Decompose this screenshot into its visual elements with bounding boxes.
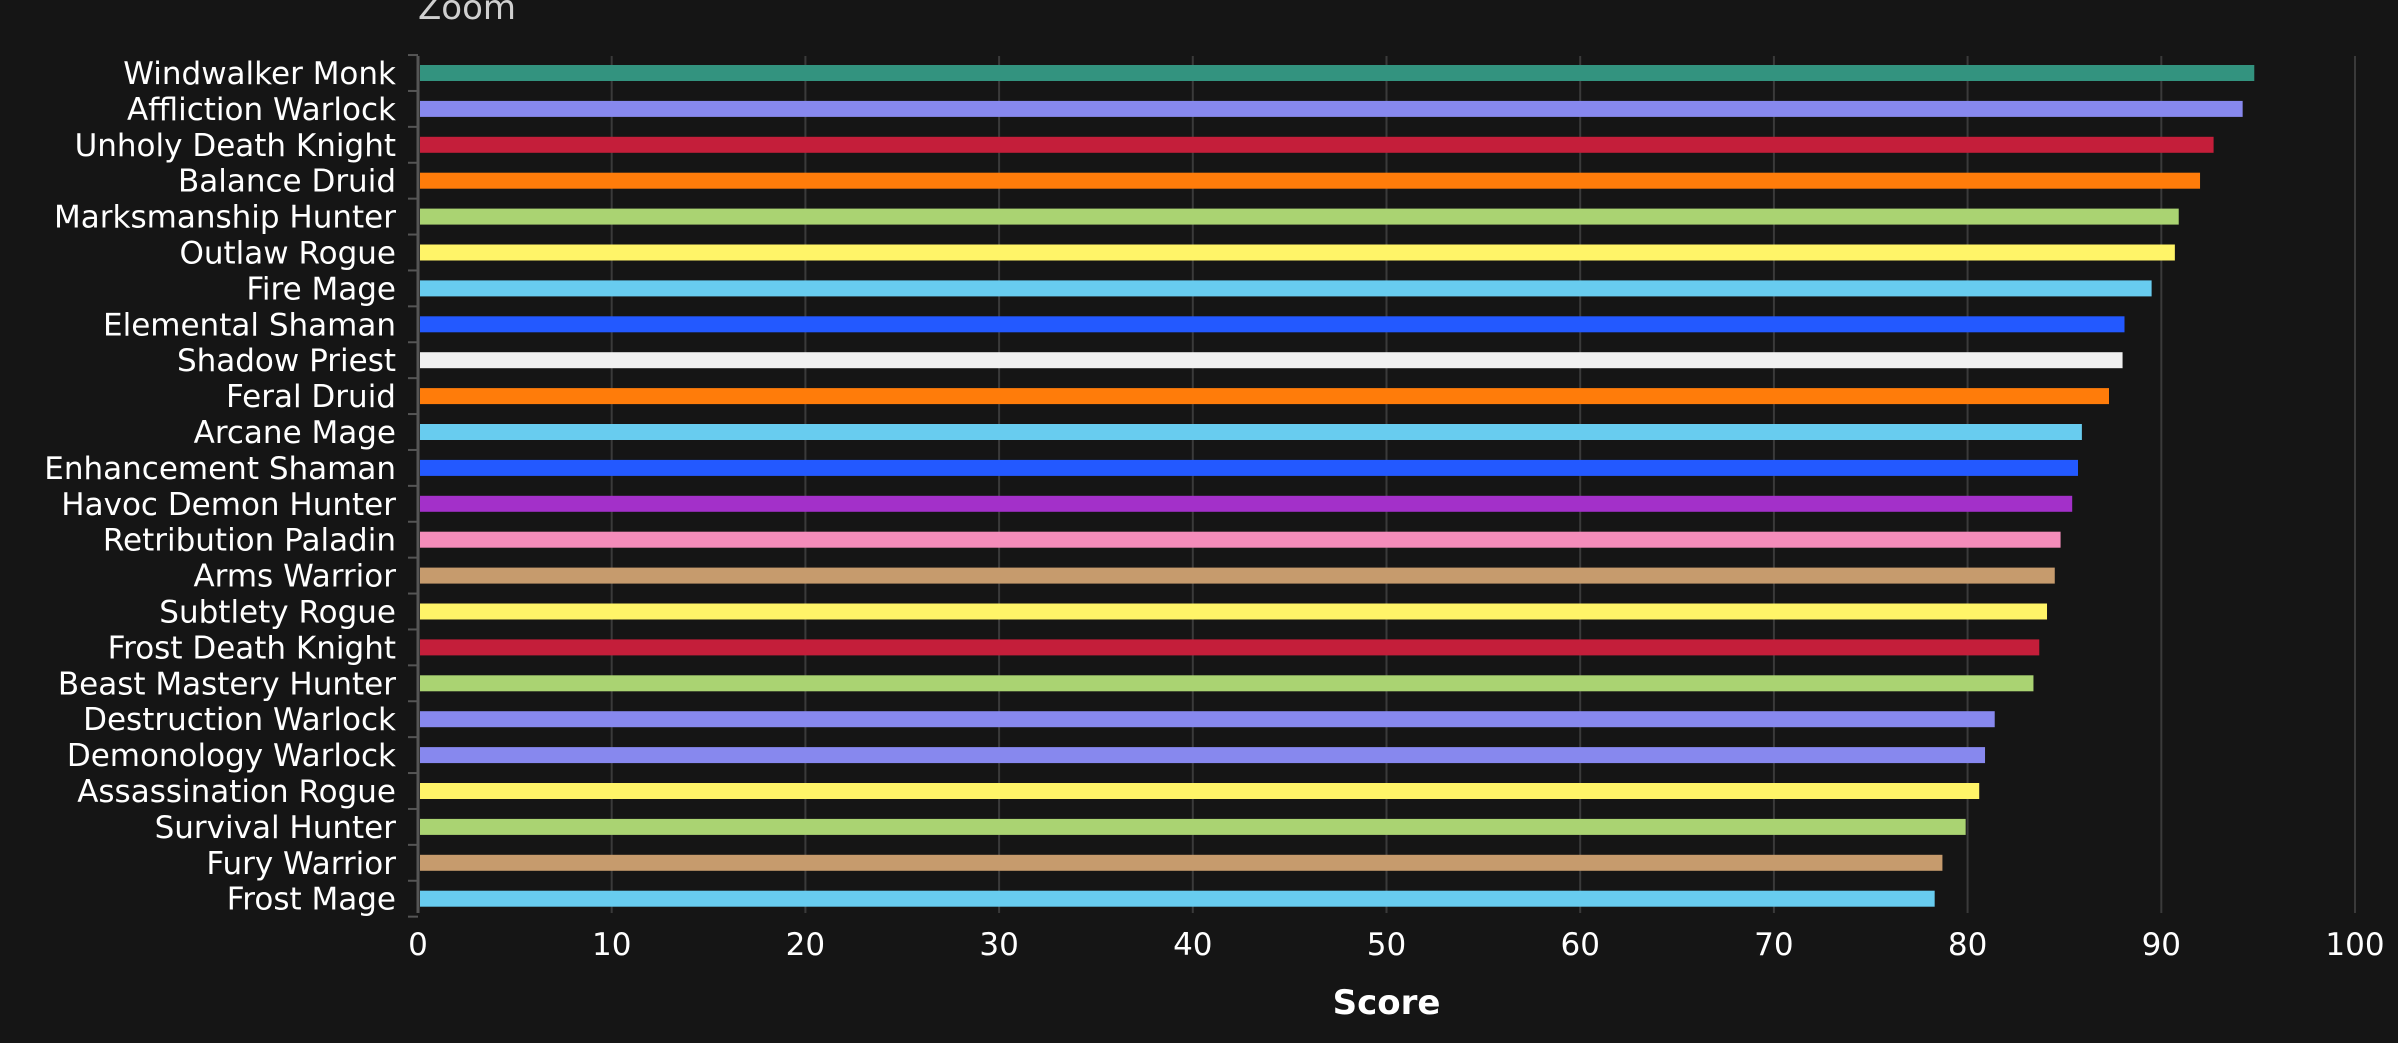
category-label: Elemental Shaman xyxy=(103,307,396,343)
x-tick-label: 50 xyxy=(1367,927,1406,963)
bar[interactable] xyxy=(420,639,2040,656)
bar[interactable] xyxy=(420,208,2179,225)
x-tick-label: 40 xyxy=(1173,927,1212,963)
bar[interactable] xyxy=(420,244,2175,261)
bar[interactable] xyxy=(420,316,2125,333)
category-label: Arcane Mage xyxy=(194,415,396,451)
category-label: Havoc Demon Hunter xyxy=(61,487,396,523)
bar[interactable] xyxy=(420,136,2214,153)
x-tick-label: 0 xyxy=(408,927,428,963)
bar[interactable] xyxy=(420,675,2034,692)
bar[interactable] xyxy=(420,459,2079,476)
x-tick-label: 70 xyxy=(1754,927,1793,963)
bar[interactable] xyxy=(420,854,1943,871)
category-label: Arms Warrior xyxy=(193,559,396,595)
bar[interactable] xyxy=(420,567,2055,584)
x-tick-label: 80 xyxy=(1948,927,1987,963)
x-axis-title: Score xyxy=(1333,983,1441,1023)
x-tick-label: 90 xyxy=(2142,927,2181,963)
category-label: Affliction Warlock xyxy=(127,92,396,128)
category-label: Frost Mage xyxy=(227,882,396,918)
category-label: Feral Druid xyxy=(226,379,396,415)
bar[interactable] xyxy=(420,495,2073,512)
bar[interactable] xyxy=(420,352,2123,369)
category-label: Frost Death Knight xyxy=(108,630,396,666)
category-label: Marksmanship Hunter xyxy=(54,200,396,236)
zoom-button[interactable]: Zoom xyxy=(418,0,517,28)
bar[interactable] xyxy=(420,603,2048,620)
category-label: Survival Hunter xyxy=(155,810,397,846)
x-tick-label: 60 xyxy=(1560,927,1599,963)
x-tick-label: 30 xyxy=(979,927,1018,963)
bar[interactable] xyxy=(420,711,1995,728)
category-label: Shadow Priest xyxy=(177,343,396,379)
bar[interactable] xyxy=(420,531,2061,548)
axes xyxy=(408,54,420,918)
bar[interactable] xyxy=(420,172,2201,189)
bars xyxy=(420,65,2255,907)
bar[interactable] xyxy=(420,818,1966,835)
category-label: Demonology Warlock xyxy=(67,738,396,774)
x-tick-label: 20 xyxy=(786,927,825,963)
category-label: Assassination Rogue xyxy=(77,774,396,810)
bar[interactable] xyxy=(420,783,1980,799)
x-tick-label: 100 xyxy=(2325,927,2384,963)
bar[interactable] xyxy=(420,100,2243,117)
category-label: Outlaw Rogue xyxy=(179,236,396,272)
category-label: Destruction Warlock xyxy=(83,702,396,738)
category-label: Fury Warrior xyxy=(206,846,396,882)
category-label: Retribution Paladin xyxy=(103,523,396,559)
x-tick-label: 10 xyxy=(592,927,631,963)
bar[interactable] xyxy=(420,424,2082,440)
bar[interactable] xyxy=(420,890,1935,907)
category-label: Fire Mage xyxy=(246,271,396,307)
category-label: Balance Druid xyxy=(178,164,396,200)
grid-lines xyxy=(610,56,2356,913)
bar[interactable] xyxy=(420,747,1986,764)
category-label: Beast Mastery Hunter xyxy=(58,666,396,702)
bar[interactable] xyxy=(420,65,2255,81)
bar[interactable] xyxy=(420,388,2110,405)
category-label: Enhancement Shaman xyxy=(44,451,396,487)
category-label: Subtlety Rogue xyxy=(159,595,396,631)
x-tick-labels: 0 10 20 30 40 50 60 70 80 90 100 xyxy=(408,927,2384,963)
category-label: Unholy Death Knight xyxy=(75,128,396,164)
category-label: Windwalker Monk xyxy=(123,56,396,92)
bar[interactable] xyxy=(420,280,2152,297)
